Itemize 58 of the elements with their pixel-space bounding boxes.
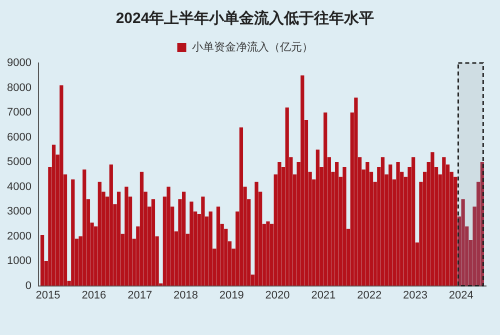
bar [316, 150, 320, 286]
bar [239, 127, 244, 286]
bar [201, 196, 205, 286]
x-tick-label: 2024 [448, 289, 474, 302]
bar [124, 186, 128, 286]
bar [388, 164, 392, 286]
bar [98, 182, 102, 286]
bar [285, 108, 289, 286]
bar [430, 152, 434, 286]
bar [151, 199, 156, 286]
y-tick-label: 7000 [6, 106, 32, 119]
bar [140, 172, 144, 286]
y-tick-label: 1000 [6, 255, 32, 268]
x-tick-label: 2022 [357, 289, 382, 302]
bar [354, 98, 358, 286]
y-tick-label: 8000 [6, 82, 32, 94]
x-tick-label: 2017 [128, 289, 152, 302]
y-tick-label: 9000 [6, 57, 32, 70]
bar [442, 157, 446, 286]
bar [182, 192, 186, 286]
bar [396, 162, 400, 286]
bar [278, 162, 282, 286]
bar [342, 166, 346, 286]
y-tick-label: 2000 [6, 230, 32, 242]
legend-label: 小单资金净流入（亿元） [192, 40, 313, 54]
bar [366, 162, 370, 286]
bar [208, 212, 212, 286]
x-tick-label: 2019 [219, 289, 244, 302]
bar [116, 192, 121, 286]
x-tick-label: 2020 [265, 289, 290, 302]
bar [190, 202, 194, 286]
bar [254, 182, 258, 286]
x-tick-label: 2023 [402, 289, 428, 302]
x-tick-label: 2021 [311, 289, 336, 302]
bar [380, 157, 385, 286]
bar [52, 144, 56, 286]
bar [324, 112, 328, 286]
bar [109, 164, 113, 286]
bar [82, 169, 86, 286]
bar [166, 186, 170, 286]
y-tick-label: 4000 [6, 180, 32, 193]
bar [412, 157, 416, 286]
bar [300, 75, 304, 286]
y-tick-label: 6000 [6, 131, 32, 144]
x-tick-label: 2016 [82, 289, 106, 302]
bar [40, 235, 44, 286]
bar [216, 206, 220, 286]
bar [60, 85, 64, 286]
chart-title: 2024年上半年小单金流入低于往年水平 [116, 9, 374, 28]
y-tick-label: 3000 [6, 206, 32, 218]
x-tick-label: 2015 [36, 289, 60, 302]
y-tick-label: 5000 [6, 156, 32, 168]
bar [335, 162, 339, 286]
y-tick-label: 0 [25, 280, 32, 292]
bar [266, 221, 270, 286]
bar [71, 179, 75, 286]
x-tick-label: 2018 [173, 289, 198, 302]
bar [461, 199, 465, 286]
